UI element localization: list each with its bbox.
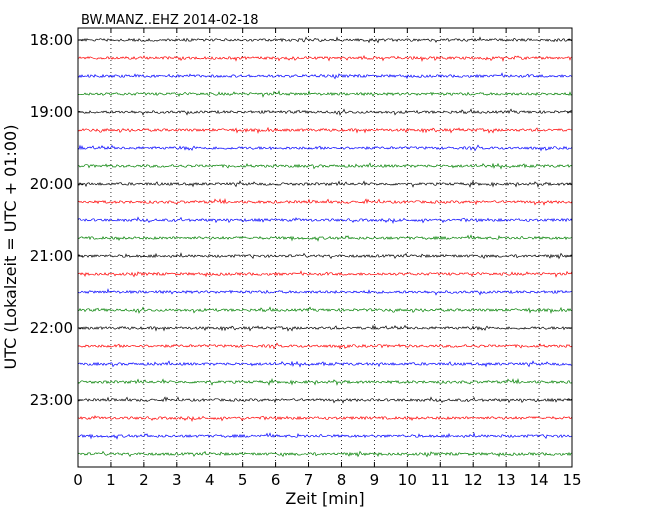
seismic-trace xyxy=(77,396,573,404)
seismic-trace xyxy=(77,270,573,278)
seismic-trace xyxy=(77,36,573,44)
seismic-trace xyxy=(77,324,573,332)
x-axis-label: Zeit [min] xyxy=(285,489,364,508)
seismic-trace xyxy=(77,179,573,188)
seismic-trace xyxy=(77,360,573,368)
seismic-trace xyxy=(77,197,573,206)
seismic-trace xyxy=(77,72,573,80)
x-axis: 0 1 2 3 4 5 6 7 8 9 10 11 12 13 14 15 xyxy=(73,28,582,489)
y-tick-label: 19:00 xyxy=(30,103,73,121)
seismic-trace xyxy=(77,216,573,225)
seismic-trace xyxy=(77,377,573,386)
x-tick-label: 7 xyxy=(304,471,314,489)
seismic-trace xyxy=(77,306,573,315)
x-tick-label: 11 xyxy=(431,471,450,489)
seismic-trace xyxy=(77,342,573,350)
trace-group xyxy=(77,36,573,458)
seismic-trace xyxy=(77,126,573,135)
y-tick-label: 22:00 xyxy=(30,319,73,337)
y-tick-label: 18:00 xyxy=(30,31,73,49)
seismic-trace xyxy=(77,252,573,260)
seismic-trace xyxy=(77,162,573,170)
x-tick-label: 8 xyxy=(337,471,347,489)
x-tick-label: 14 xyxy=(530,471,549,489)
x-tick-label: 4 xyxy=(205,471,215,489)
x-tick-label: 1 xyxy=(106,471,116,489)
chart-title: BW.MANZ..EHZ 2014-02-18 xyxy=(81,13,259,28)
x-tick-label: 10 xyxy=(398,471,417,489)
x-tick-label: 5 xyxy=(238,471,248,489)
seismic-trace xyxy=(77,90,573,98)
seismic-trace xyxy=(77,234,572,242)
seismic-trace xyxy=(78,415,573,423)
plot-frame xyxy=(77,27,573,468)
seismic-trace xyxy=(77,144,573,152)
y-tick-label: 21:00 xyxy=(30,247,73,265)
seismic-trace xyxy=(77,108,573,116)
x-tick-label: 9 xyxy=(370,471,380,489)
y-tick-label: 23:00 xyxy=(30,391,73,409)
x-tick-label: 12 xyxy=(464,471,483,489)
seismic-trace xyxy=(77,432,573,440)
y-axis-label: UTC (Lokalzeit = UTC + 01:00) xyxy=(1,125,20,370)
seismic-trace xyxy=(77,450,573,458)
x-tick-label: 0 xyxy=(73,471,83,489)
y-axis: 18:00 19:00 20:00 21:00 22:00 23:00 xyxy=(30,31,572,409)
x-tick-label: 13 xyxy=(497,471,516,489)
seismic-trace xyxy=(77,288,573,296)
y-tick-label: 20:00 xyxy=(30,175,73,193)
x-tick-label: 15 xyxy=(562,471,581,489)
x-tick-label: 6 xyxy=(271,471,281,489)
x-tick-label: 2 xyxy=(139,471,149,489)
x-tick-label: 3 xyxy=(172,471,182,489)
seismic-trace xyxy=(77,55,573,63)
